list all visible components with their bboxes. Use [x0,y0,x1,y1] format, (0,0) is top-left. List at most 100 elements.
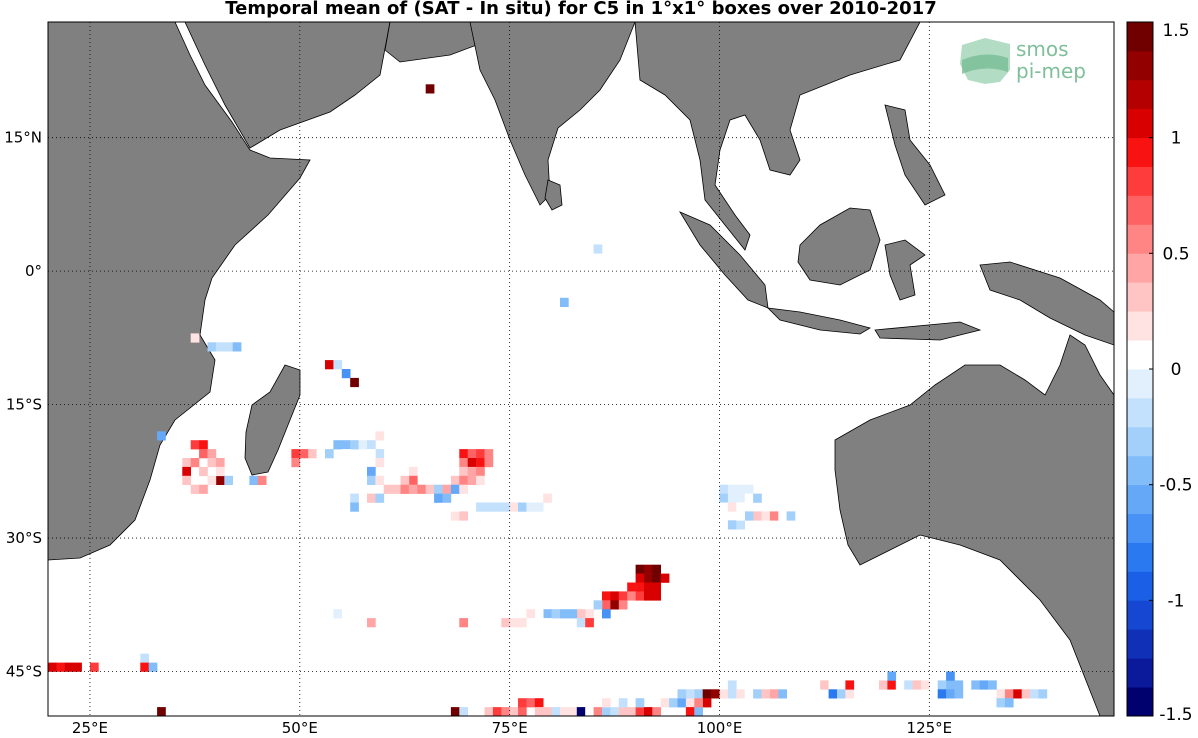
data-cell [425,84,435,94]
data-cell [694,707,703,716]
data-cell [182,475,191,485]
data-cell [988,680,997,690]
data-cell [635,591,645,601]
lat-tick-label: 30°S [6,529,42,547]
data-cell [199,449,208,459]
data-cell [518,707,527,716]
data-cell [333,440,343,450]
data-cell [761,511,771,521]
map-frame [47,21,1115,717]
data-cell [215,458,225,468]
data-cell [350,440,359,450]
lat-axis-labels: 15°N 0° 15°S 30°S 45°S [4,129,42,681]
colorbar-segment [1127,340,1153,370]
data-cell [753,689,762,699]
data-cell [946,680,955,690]
data-cell [585,609,594,619]
data-cell [383,484,393,494]
data-cell [207,449,217,459]
data-cell [215,342,225,352]
data-cell [551,609,561,619]
colorbar-segment [1127,571,1153,601]
data-cell [602,609,611,619]
colorbar-segment [1127,224,1153,254]
data-cell [291,458,301,468]
data-cell [660,698,670,708]
data-cell [568,609,578,619]
data-cell [367,493,376,503]
data-cell [702,698,712,708]
data-cell [459,449,468,459]
data-cell [518,698,527,708]
land-africa [48,22,311,561]
data-cell [828,689,838,699]
colorbar-segment [1127,600,1153,630]
data-cell [182,466,191,477]
data-cell [224,475,233,485]
data-cell [635,698,645,708]
data-cell [534,502,544,512]
data-cell [644,564,653,574]
lon-tick-label: 100°E [697,719,743,737]
data-cell [652,582,661,592]
data-cell [912,680,922,690]
data-cell [744,511,754,521]
land-india [469,22,636,206]
data-cell [56,662,66,672]
land-australia [834,334,1114,716]
data-cell [627,707,636,716]
data-cell [736,520,745,530]
data-cell [341,369,351,379]
data-cell [375,493,385,503]
lat-tick-label: 15°S [6,396,42,414]
data-cell [736,689,745,699]
data-cell [476,466,485,477]
data-cell [1030,689,1039,699]
data-cell [518,502,527,512]
data-cell [157,707,166,716]
data-cell [358,440,368,450]
data-cell [719,502,729,512]
data-cell [727,502,737,512]
data-cell [140,662,149,672]
colorbar-segment [1127,658,1153,688]
data-cell [845,680,855,690]
data-cell [417,484,426,494]
data-cell [190,440,200,450]
colorbar-segment [1127,484,1153,514]
data-cell [450,475,460,485]
data-cell [602,698,611,708]
data-cell [224,342,233,352]
data-cell [450,511,460,521]
data-cell [534,707,544,716]
colorbar-tick-label: -1.5 [1159,705,1192,725]
data-cell [467,466,477,477]
data-cell [467,475,477,485]
data-cell [887,680,897,690]
data-cell [534,698,544,708]
colorbar-tick-label: 1.5 [1162,21,1189,41]
data-cell [719,493,729,503]
colorbar-tick-label: -1 [1168,591,1185,611]
data-cell [669,698,678,708]
colorbar-segment [1127,311,1153,341]
data-cell [618,600,628,610]
data-cell [744,689,754,699]
data-cell [476,475,485,485]
data-cell [367,475,376,485]
data-cell [484,458,494,468]
data-cell [291,449,301,459]
data-cell [199,484,208,494]
data-cell [199,440,208,450]
data-cell [828,680,838,690]
data-cell [644,591,653,601]
data-cell [459,458,468,468]
data-cell [190,458,200,468]
data-cell [350,502,359,512]
lat-tick-label: 45°S [6,663,42,681]
data-cell [501,707,510,716]
data-cell [518,618,527,628]
data-cell [308,449,317,459]
data-cell [526,502,536,512]
data-cell [501,618,510,628]
